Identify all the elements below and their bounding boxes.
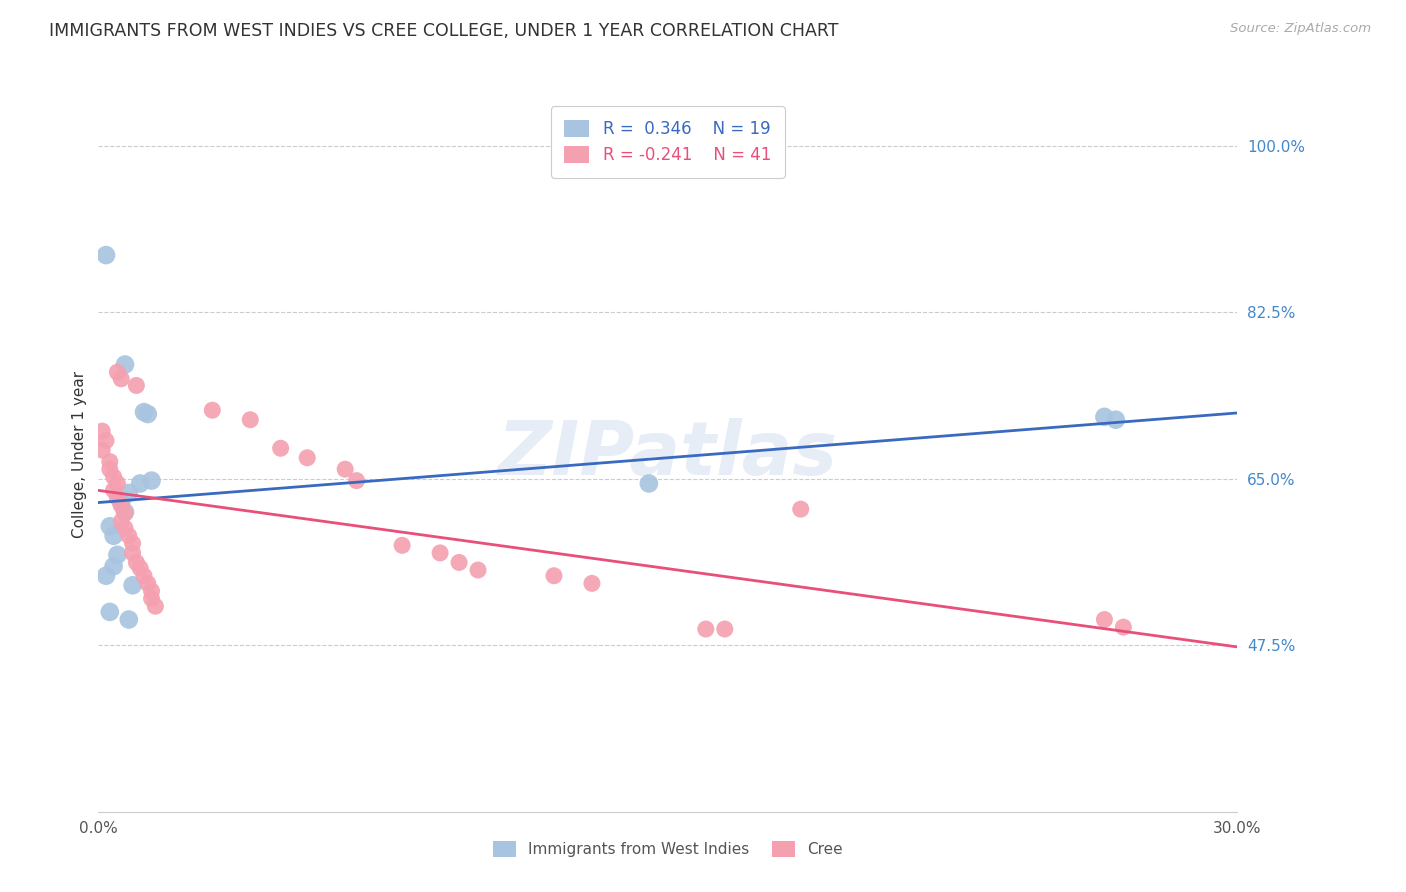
Point [125,556,148,570]
Point [695,622,717,636]
Point [141,591,163,606]
Point [132,568,155,582]
Point [1094,613,1116,627]
Point [114,505,136,519]
Point [114,358,136,372]
Point [335,462,357,476]
Point [103,529,125,543]
Point [270,442,292,456]
Text: Source: ZipAtlas.com: Source: ZipAtlas.com [1230,22,1371,36]
Point [118,613,141,627]
Point [346,474,368,488]
Point [136,576,159,591]
Point [103,559,125,574]
Point [103,470,125,484]
Y-axis label: College, Under 1 year: College, Under 1 year [72,371,87,539]
Text: IMMIGRANTS FROM WEST INDIES VS CREE COLLEGE, UNDER 1 YEAR CORRELATION CHART: IMMIGRANTS FROM WEST INDIES VS CREE COLL… [49,22,839,40]
Point [297,450,319,465]
Point [129,561,152,575]
Point [145,599,167,614]
Point [1112,620,1135,634]
Point [141,474,163,488]
Point [91,443,114,458]
Point [136,407,159,421]
Point [132,405,155,419]
Point [107,365,129,379]
Point [107,476,129,491]
Point [201,403,224,417]
Point [121,546,143,560]
Point [94,568,117,582]
Point [581,576,603,591]
Point [114,521,136,535]
Point [449,556,471,570]
Point [118,486,141,500]
Point [391,538,413,552]
Point [91,424,114,438]
Point [110,499,132,513]
Point [103,483,125,497]
Point [98,605,121,619]
Point [1105,413,1128,427]
Point [141,584,163,599]
Point [129,476,152,491]
Point [714,622,737,636]
Point [121,536,143,550]
Point [110,372,132,386]
Point [94,248,117,262]
Legend: Immigrants from West Indies, Cree: Immigrants from West Indies, Cree [485,833,851,864]
Point [98,454,121,468]
Point [94,434,117,448]
Point [239,413,262,427]
Point [98,519,121,533]
Point [114,506,136,520]
Point [98,462,121,476]
Point [467,563,489,577]
Point [107,491,129,505]
Point [429,546,451,560]
Point [121,578,143,592]
Point [125,378,148,392]
Point [790,502,813,516]
Point [110,515,132,529]
Text: ZIPatlas: ZIPatlas [498,418,838,491]
Point [1094,409,1116,424]
Point [543,568,565,582]
Point [110,495,132,509]
Point [107,548,129,562]
Point [638,476,661,491]
Point [118,529,141,543]
